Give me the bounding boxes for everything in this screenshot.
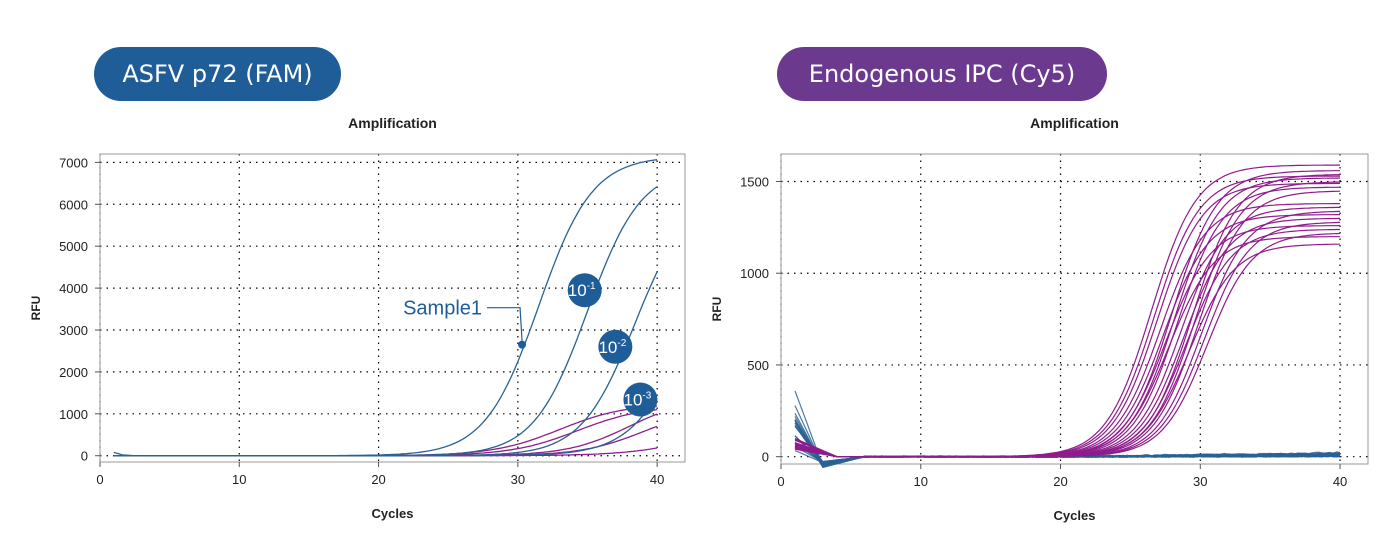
chart-title: Amplification	[1030, 115, 1119, 131]
x-tick-label: 20	[371, 472, 385, 487]
y-tick-label: 0	[81, 449, 88, 464]
ipc-amplification-curve	[794, 236, 1340, 458]
blue-negative-curve	[794, 419, 1341, 468]
x-axis-label: Cycles	[372, 506, 414, 521]
ipc-amplification-curve	[794, 225, 1341, 458]
blue-amplification-curve	[113, 394, 658, 457]
y-tick-label: 2000	[59, 365, 88, 380]
ipc-header-badge: Endogenous IPC (Cy5)	[777, 47, 1107, 101]
y-tick-label: 1000	[59, 407, 88, 422]
x-tick-label: 10	[914, 474, 928, 489]
ipc-amplification-curve	[794, 228, 1340, 458]
blue-negative-curve	[794, 422, 1340, 467]
dilution-badge	[567, 273, 602, 308]
x-tick-label: 40	[1333, 474, 1347, 489]
ipc-amplification-curve	[794, 243, 1340, 458]
sample1-leader-line	[487, 307, 523, 341]
sample1-marker	[518, 340, 527, 349]
dilution-label: 10-3	[624, 391, 652, 410]
ipc-amplification-curve	[794, 174, 1341, 458]
asfv-amplification-chart: Amplification 0 10 20 30 40 0 1000 2000 3000 4000 5…	[29, 115, 686, 521]
series-group	[794, 164, 1341, 469]
x-tick-label: 30	[511, 472, 525, 487]
dilution-badge	[598, 329, 633, 364]
blue-negative-curve	[794, 419, 1341, 469]
ipc-amplification-curve	[794, 214, 1340, 458]
purple-amplification-curve	[113, 408, 658, 457]
plot-frame	[99, 153, 686, 463]
x-tick-label: 40	[650, 472, 664, 487]
ipc-amplification-curve	[794, 221, 1341, 458]
y-tick-label: 6000	[59, 197, 88, 212]
ipc-amplification-curve	[794, 170, 1340, 458]
ipc-amplification-curve	[794, 182, 1340, 458]
purple-amplification-curve	[113, 413, 658, 457]
x-axis-label: Cycles	[1054, 508, 1096, 523]
x-tick-label: 10	[232, 472, 246, 487]
ipc-amplification-curve	[794, 232, 1341, 458]
asfv-header-badge: ASFV p72 (FAM)	[94, 47, 341, 101]
y-tick-label: 1500	[740, 175, 769, 190]
y-tick-label: 500	[747, 358, 769, 373]
ipc-amplification-curve	[794, 177, 1341, 458]
blue-amplification-curve	[113, 186, 658, 457]
blue-start-bump	[113, 451, 135, 457]
ipc-amplification-chart: Amplification 0 10 20 30 40 0 500 1000 1500 Cycles…	[710, 115, 1369, 523]
x-tick-label: 20	[1053, 474, 1067, 489]
dilution-label: 10-2	[598, 338, 626, 357]
y-axis-label: RFU	[710, 297, 724, 322]
asfv-amplification-panel: Amplification 0 10 20 30 40 0 1000 2000 3000 4000 5…	[20, 110, 700, 540]
ipc-amplification-curve	[794, 190, 1341, 458]
x-tick-label: 30	[1193, 474, 1207, 489]
x-tick-label: 0	[96, 472, 103, 487]
ipc-amplification-curve	[794, 210, 1341, 458]
dilution-label: 10-1	[568, 281, 596, 300]
series-group	[113, 159, 658, 457]
chart-title: Amplification	[348, 115, 437, 131]
y-axis-label: RFU	[29, 296, 43, 321]
y-tick-label: 3000	[59, 323, 88, 338]
blue-negative-curve	[794, 424, 1341, 468]
dilution-badge	[623, 382, 658, 417]
ipc-amplification-curve	[794, 186, 1341, 458]
ipc-amplification-curve	[794, 206, 1340, 458]
ipc-amplification-panel: Amplification 0 10 20 30 40 0 500 1000 1500 Cycles…	[700, 110, 1390, 540]
ipc-amplification-curve	[794, 181, 1340, 458]
y-tick-label: 7000	[59, 155, 88, 170]
y-tick-label: 0	[762, 450, 769, 465]
y-tick-label: 1000	[740, 266, 769, 281]
y-tick-label: 5000	[59, 239, 88, 254]
plot-frame	[780, 153, 1369, 465]
x-tick-label: 0	[777, 474, 784, 489]
y-tick-label: 4000	[59, 281, 88, 296]
sample1-label: Sample1	[403, 298, 482, 320]
